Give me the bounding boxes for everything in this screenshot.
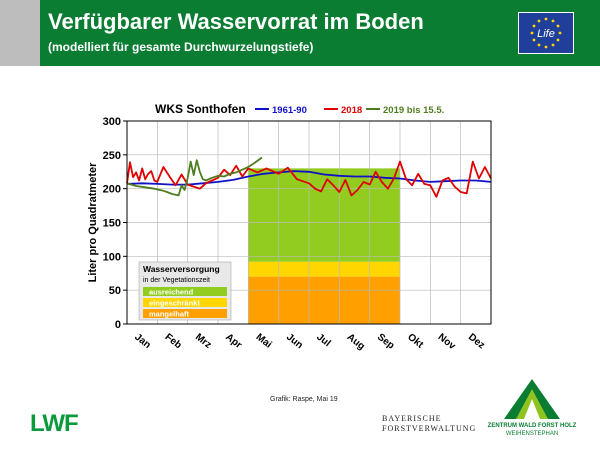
water-chart: 0 50 100 150 200 250 300 Jan Feb Mrz Apr Mai Jun Jul…	[87, 102, 492, 353]
mountain-icon	[504, 379, 560, 419]
y-tick-label-5: 250	[103, 150, 121, 162]
x-tick-label-3: Apr	[223, 332, 243, 351]
eu-stars-icon: Life	[530, 17, 562, 49]
x-tick-label-5: Jun	[284, 332, 305, 352]
y-axis-label: Liter pro Quadratmeter	[87, 162, 99, 283]
chart-area: 0 50 100 150 200 250 300 Jan Feb Mrz Apr Mai Jun Jul…	[0, 66, 600, 386]
graphic-credit: Grafik: Raspe, Mai 19	[270, 396, 338, 403]
chart-title: WKS Sonthofen	[155, 102, 246, 116]
x-tick-label-6: Jul	[314, 332, 332, 350]
y-tick-label-1: 50	[109, 285, 121, 297]
lwf-logo: LWF	[30, 410, 79, 437]
zwfh-name-1: ZENTRUM WALD FORST HOLZ	[487, 423, 577, 429]
veg-legend-label-1: eingeschränkt	[149, 299, 200, 308]
veg-legend-title: Wasserversorgung	[143, 264, 220, 274]
veg-legend-label-0: ausreichend	[149, 288, 194, 297]
y-tick-label-6: 300	[103, 116, 121, 128]
x-tick-label-8: Sep	[375, 332, 396, 352]
veg-legend-swatch-1	[143, 298, 227, 307]
legend-label-2: 2019 bis 15.5.	[383, 105, 444, 116]
x-tick-label-9: Okt	[405, 332, 425, 351]
zwfh-logo: ZENTRUM WALD FORST HOLZ WEIHENSTEPHAN	[484, 375, 580, 445]
band-0	[248, 276, 400, 324]
zwfh-name-2: WEIHENSTEPHAN	[505, 431, 559, 437]
veg-legend-swatch-2	[143, 309, 227, 318]
y-tick-label-0: 0	[115, 319, 121, 331]
x-tick-label-10: Nov	[436, 332, 458, 353]
x-tick-label-7: Aug	[345, 332, 367, 353]
band-2	[248, 168, 400, 262]
y-tick-label-2: 100	[103, 251, 121, 263]
x-tick-label-2: Mrz	[193, 332, 213, 351]
header-banner: Verfügbarer Wasservorrat im Boden (model…	[0, 0, 600, 66]
eu-life-text: Life	[537, 28, 555, 40]
x-tick-label-0: Jan	[132, 332, 152, 351]
bayerische-forstverwaltung-logo: BAYERISCHE FORSTVERWALTUNG	[382, 414, 476, 434]
y-tick-label-3: 150	[103, 218, 121, 230]
veg-legend-subtitle: in der Vegetationszeit	[143, 277, 210, 284]
y-tick-label-4: 200	[103, 184, 121, 196]
legend-label-1: 2018	[341, 105, 362, 116]
band-1	[248, 261, 400, 277]
x-tick-label-4: Mai	[254, 332, 274, 351]
series-line-1	[126, 160, 492, 198]
series-line-2	[126, 156, 263, 197]
bfv-line-1: BAYERISCHE	[382, 414, 442, 423]
x-tick-label-1: Feb	[163, 332, 184, 352]
page-title: Verfügbarer Wasservorrat im Boden	[48, 9, 424, 34]
page-subtitle: (modelliert für gesamte Durchwurzelungst…	[48, 40, 314, 54]
header-side-stripe	[0, 0, 40, 66]
x-tick-label-11: Dez	[466, 332, 487, 352]
legend-label-0: 1961-90	[272, 105, 307, 116]
bfv-line-2: FORSTVERWALTUNG	[382, 424, 477, 433]
veg-legend: Wasserversorgung in der Vegetationszeit au…	[138, 261, 232, 321]
veg-legend-swatch-0	[143, 287, 227, 296]
eu-life-logo: Life	[518, 12, 574, 54]
veg-legend-label-2: mangelhaft	[149, 310, 190, 319]
